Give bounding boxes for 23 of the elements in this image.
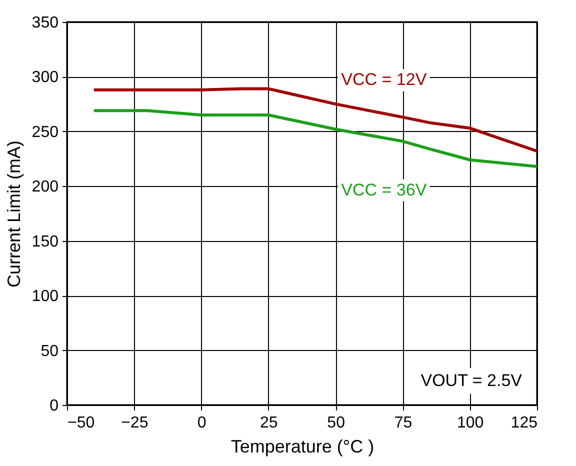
line-series: [92, 109, 538, 168]
x-tick-label: 50: [327, 414, 346, 432]
x-tick-label: 125: [510, 414, 538, 432]
y-tick-label: 350: [32, 14, 59, 32]
annotation: VOUT = 2.5V: [420, 371, 523, 390]
y-tick-label: 300: [32, 69, 59, 86]
x-tick-label: 75: [394, 414, 412, 432]
x-tick-label: −50: [68, 414, 95, 432]
y-tick-label: 150: [32, 233, 59, 250]
x-tick-label: −25: [121, 414, 148, 432]
series-label: VCC = 36V: [341, 180, 428, 200]
y-tick-label: 0: [50, 398, 59, 414]
x-tick-label: 25: [260, 414, 278, 432]
y-tick-label: 250: [32, 124, 59, 141]
series-label: VCC = 12V: [341, 70, 428, 90]
y-tick-label: 50: [40, 342, 59, 360]
y-tick-label: 200: [32, 178, 59, 196]
x-axis-title: Temperature (°C ): [230, 436, 374, 456]
x-tick-label: 100: [457, 414, 484, 432]
line-series: [92, 87, 538, 153]
y-axis-title: Current Limit (mA): [4, 140, 24, 288]
y-tick-label: 100: [32, 288, 59, 306]
x-tick-label: 0: [197, 414, 206, 432]
